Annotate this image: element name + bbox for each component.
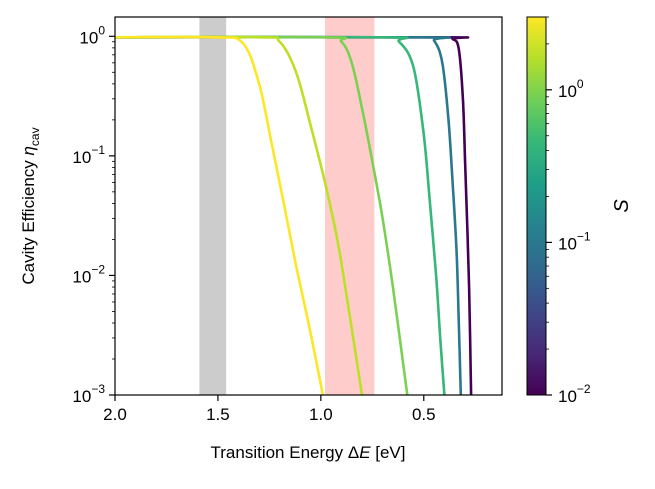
y-tick-label: 10−2 [72,262,105,286]
x-axis-label: Transition Energy ΔE [eV] [211,443,406,462]
colorbar-tick-label: 10−1 [558,229,591,253]
shaded-bands [199,17,375,395]
x-tick-label: 1.5 [206,405,230,424]
series-line-5 [115,35,364,395]
y-axis-label: Cavity Efficiency ηcav [19,127,42,284]
y-axis-ticks: 100 10−1 10−2 10−3 [72,23,115,406]
colorbar [527,17,546,395]
x-axis-ticks: 2.0 1.5 1.0 0.5 [103,395,436,424]
series-line-3 [115,35,446,395]
x-tick-label: 1.0 [309,405,333,424]
x-tick-label: 0.5 [412,405,436,424]
colorbar-tick-label: 10−2 [558,382,591,406]
colorbar-ticks: 100 10−1 10−2 [546,16,591,406]
series-line-2 [115,35,463,395]
y-tick-label: 10−1 [72,143,105,167]
colorbar-tick-label: 100 [558,77,584,101]
colorbar-label: S [611,199,633,213]
red-band [324,17,375,395]
y-tick-label: 100 [79,23,105,47]
series-layer [115,35,473,395]
gray-band [199,17,227,395]
series-line-4 [115,35,409,395]
plot-frame [114,16,503,396]
series-line-6 [115,35,325,395]
colorbar-frame [526,16,547,396]
y-tick-label: 10−3 [72,382,105,406]
x-tick-label: 2.0 [103,405,127,424]
